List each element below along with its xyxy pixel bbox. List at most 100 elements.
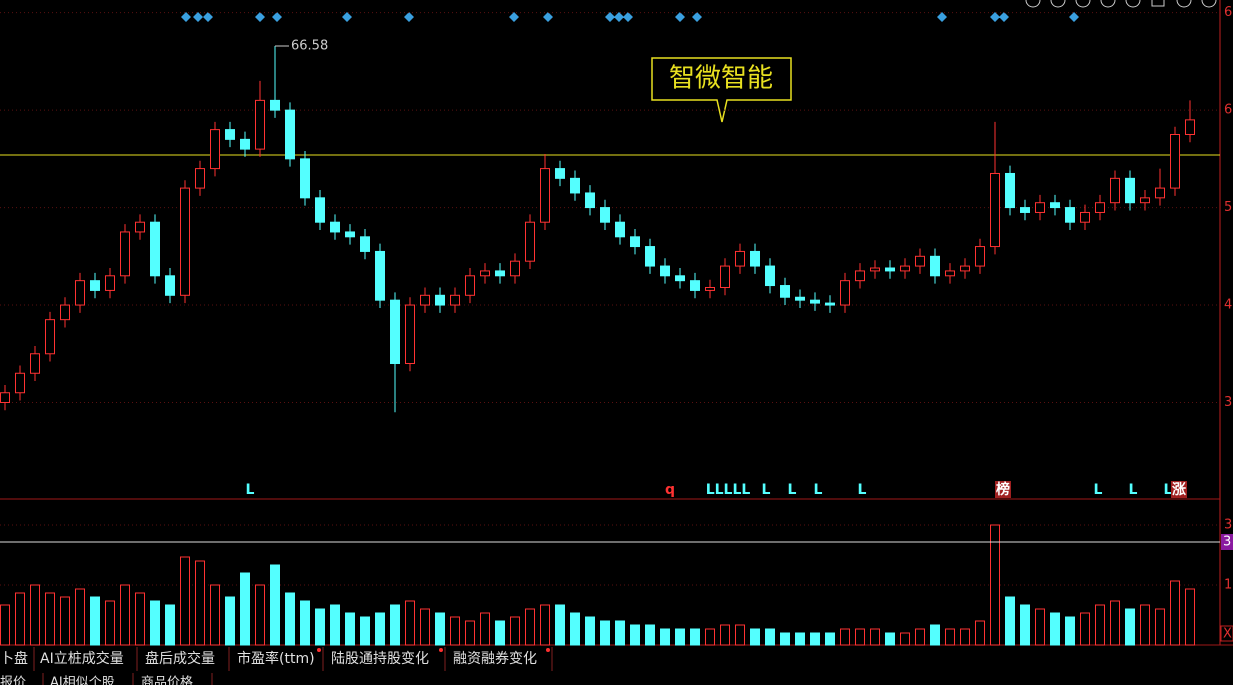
volume-bar — [315, 608, 325, 646]
candle-body — [150, 221, 160, 277]
tab[interactable]: 盘后成交量 — [145, 650, 215, 667]
candle-body — [1170, 133, 1180, 189]
candle-body — [540, 168, 550, 223]
candle-body — [510, 260, 520, 277]
tab[interactable]: 融资融券变化 — [453, 651, 537, 667]
volume-bar — [1065, 616, 1075, 646]
candle-body — [825, 302, 835, 306]
signal-label: L — [788, 482, 797, 498]
candle-body — [435, 294, 445, 306]
volume-bar — [795, 632, 805, 646]
candle-body — [315, 197, 325, 223]
candle-body — [915, 255, 925, 267]
signal-label: L — [246, 482, 255, 498]
volume-bar — [180, 556, 190, 646]
volume-bar — [555, 604, 565, 646]
volume-tick-label: 3 — [1224, 518, 1232, 533]
close-button-box — [1220, 625, 1233, 642]
candle-body — [900, 265, 910, 272]
candle-body — [1050, 202, 1060, 209]
candle-body — [975, 246, 985, 267]
volume-bar — [0, 604, 10, 646]
tab[interactable]: 市盈率(ttm) — [237, 650, 315, 667]
candle-body — [585, 192, 595, 209]
candle-body — [45, 319, 55, 355]
tab[interactable]: 陆股通持股变化 — [331, 651, 429, 667]
signal-label: L — [858, 482, 867, 498]
tab[interactable]: AI相似个股 — [50, 676, 115, 685]
candle-body — [660, 265, 670, 277]
candle-body — [495, 270, 505, 277]
volume-bar — [1125, 608, 1135, 646]
volume-bar — [630, 624, 640, 646]
tab[interactable]: AI立桩成交量 — [40, 650, 124, 667]
y-tick-label: 4 — [1224, 298, 1232, 313]
volume-bar — [705, 628, 715, 646]
y-tick-label: 6 — [1224, 103, 1232, 118]
candle-body — [90, 280, 100, 291]
tab[interactable]: 报价 — [0, 676, 26, 685]
volume-bar — [1035, 608, 1045, 646]
annotation-box: 智微智能 — [651, 57, 792, 123]
candle-body — [960, 265, 970, 272]
candle-body — [705, 286, 715, 291]
volume-bar — [570, 612, 580, 646]
max-label: 66.58 — [291, 38, 328, 53]
close-button[interactable]: X — [1223, 627, 1232, 642]
volume-bar — [900, 632, 910, 646]
volume-bar — [75, 588, 85, 646]
candle-body — [1035, 202, 1045, 213]
tab[interactable]: 商品价格 — [141, 675, 193, 685]
candle-body — [930, 255, 940, 277]
candle-body — [735, 250, 745, 267]
volume-bar — [825, 632, 835, 646]
volume-bar — [255, 584, 265, 646]
candle-body — [285, 109, 295, 160]
volume-bar — [780, 632, 790, 646]
volume-bar — [750, 628, 760, 646]
volume-bar — [165, 604, 175, 646]
candle-body — [855, 270, 865, 282]
volume-bar — [210, 584, 220, 646]
candle-body — [180, 187, 190, 296]
volume-bar — [435, 612, 445, 646]
candle-body — [240, 138, 250, 150]
volume-bar — [735, 624, 745, 646]
volume-bar — [60, 596, 70, 646]
volume-bar — [450, 616, 460, 646]
candle-body — [645, 246, 655, 267]
volume-bar — [465, 620, 475, 646]
volume-bar — [660, 628, 670, 646]
candle-body — [120, 231, 130, 277]
candle-body — [255, 99, 265, 150]
volume-bar — [675, 628, 685, 646]
candle-body — [195, 168, 205, 189]
volume-bar — [405, 600, 415, 646]
tab[interactable]: 卜盘 — [0, 650, 28, 667]
candle-body — [1065, 207, 1075, 223]
candle-body — [30, 353, 40, 374]
volume-bar — [765, 628, 775, 646]
candle-body — [1110, 177, 1120, 204]
candle-body — [75, 280, 85, 306]
candle-body — [165, 275, 175, 296]
candle-body — [330, 221, 340, 233]
candle-body — [840, 280, 850, 306]
toolbar-icons[interactable] — [1025, 0, 1217, 8]
candle-body — [1020, 207, 1030, 213]
candle-body — [15, 372, 25, 394]
volume-bar — [990, 524, 1000, 646]
volume-bar — [225, 596, 235, 646]
volume-bar — [1095, 604, 1105, 646]
volume-tick-label: 1 — [1224, 578, 1232, 593]
candle-body — [270, 99, 280, 111]
candle-body — [360, 236, 370, 252]
candle-body — [630, 236, 640, 248]
volume-line-badge — [1221, 534, 1233, 550]
signal-label: L — [762, 482, 771, 498]
volume-bar — [270, 564, 280, 646]
volume-bar — [915, 628, 925, 646]
volume-bar — [840, 628, 850, 646]
signal-label: LLLLL — [706, 482, 751, 498]
